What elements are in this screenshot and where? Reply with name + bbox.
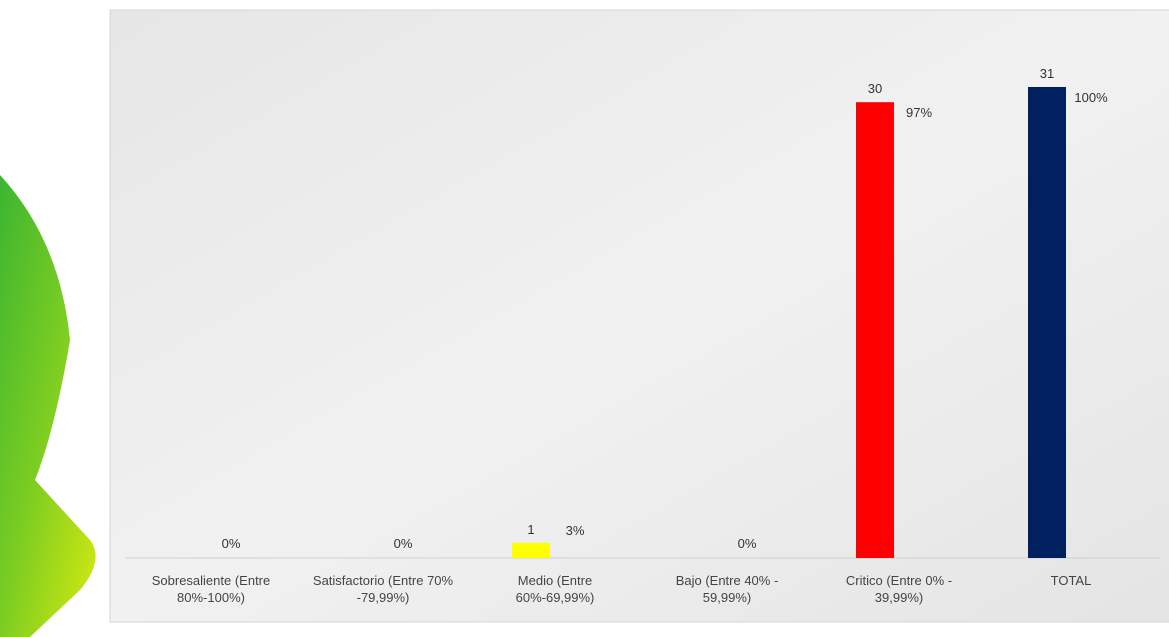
value-label: 30 <box>868 81 882 96</box>
percent-label: 0% <box>738 536 757 551</box>
bar <box>1028 87 1066 558</box>
bar <box>856 102 894 559</box>
percent-label: 3% <box>566 523 585 538</box>
value-label: 1 <box>527 522 534 537</box>
bar <box>512 542 550 558</box>
value-label: 31 <box>1040 66 1054 81</box>
percent-label: 100% <box>1074 90 1108 105</box>
x-tick-label: Satisfactorio (Entre 70% -79,99%) <box>312 573 454 605</box>
percent-label: 0% <box>222 536 241 551</box>
x-tick-label: Bajo (Entre 40% - 59,99%) <box>675 573 779 605</box>
decoration <box>0 175 96 637</box>
x-tick-label: Sobresaliente (Entre 80%-100%) <box>151 573 271 605</box>
x-tick-label: Medio (Entre 60%-69,99%) <box>515 573 595 605</box>
x-tick-label: TOTAL <box>1050 573 1092 588</box>
percent-label: 0% <box>394 536 413 551</box>
percent-label: 97% <box>906 105 932 120</box>
chart-panel <box>109 9 1169 623</box>
x-tick-label: Critico (Entre 0% - 39,99%) <box>845 573 953 605</box>
